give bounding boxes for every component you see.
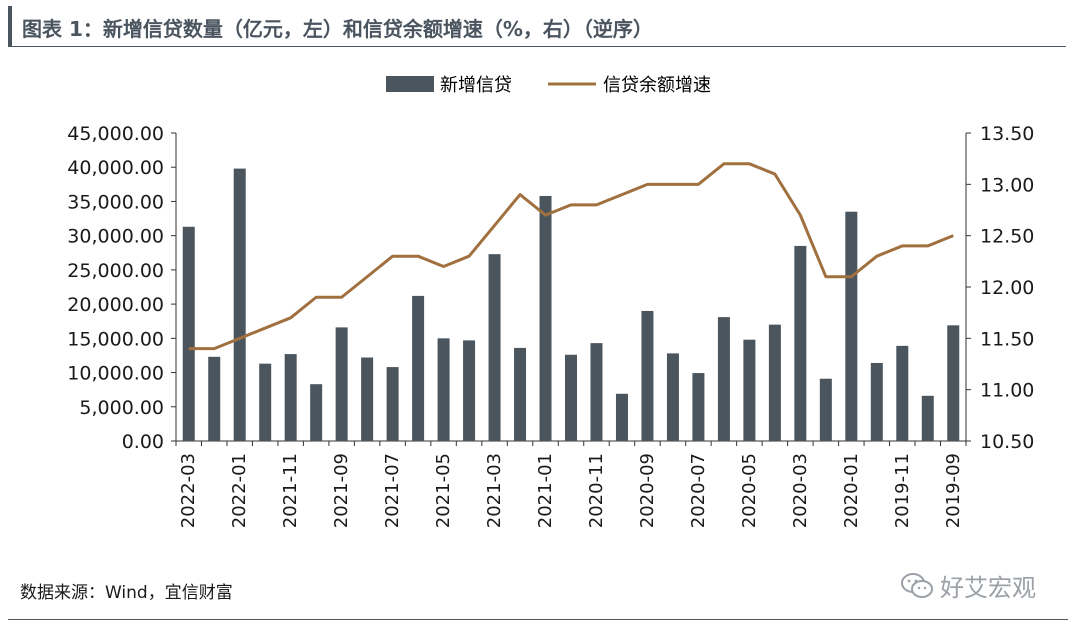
x-tick-label: 2021-05 [433,453,454,528]
bar [284,354,297,441]
legend-line-label: 信贷余额增速 [603,75,711,96]
bar [208,356,221,441]
x-tick-label: 2020-11 [586,453,607,528]
bar [590,343,603,441]
bar [412,295,425,441]
x-tick-label: 2020-01 [841,453,862,528]
y-left-tick-label: 0.00 [122,431,164,453]
title-bar: 图表 1：新增信贷数量（亿元，左）和信贷余额增速（%，右）（逆序） [8,6,1066,47]
bar [870,362,883,441]
bar [335,327,348,441]
y-right-tick-label: 11.50 [980,328,1034,350]
watermark: 好艾宏观 [900,568,1036,603]
legend-bar-swatch [386,76,434,92]
legend-bar-label: 新增信贷 [440,75,512,96]
bar [259,363,272,441]
x-tick-label: 2020-05 [739,453,760,528]
bar [310,384,323,441]
y-left-tick-label: 10,000.00 [67,363,164,385]
y-right-tick-label: 12.00 [980,277,1034,299]
bar [666,353,679,441]
y-left-tick-label: 15,000.00 [67,328,164,350]
y-right-tick-label: 12.50 [980,226,1034,248]
wechat-icon [901,572,933,598]
y-left-tick-label: 5,000.00 [79,397,164,419]
x-tick-label: 2019-09 [943,453,964,528]
bar [845,211,858,441]
bar [947,325,960,441]
chart-axes: 0.00 5,000.00 10,000.00 15,000.00 20,000.00 2… [67,123,1034,528]
y-right-tick-label: 13.50 [980,123,1034,145]
chart-title: 图表 1：新增信贷数量（亿元，左）和信贷余额增速（%，右）（逆序） [22,17,653,41]
series-line [188,162,954,351]
bar [539,195,552,441]
chart-legend: 新增信贷 信贷余额增速 [386,75,711,96]
line-series [188,162,954,351]
bar [463,340,476,441]
x-tick-label: 2021-11 [280,453,301,528]
x-tick-label: 2021-07 [382,453,403,528]
bar [361,357,374,441]
bar [717,317,730,441]
y-right-tick-label: 10.50 [980,431,1034,453]
bottom-divider [8,619,1068,620]
watermark-text: 好艾宏观 [940,574,1036,602]
bar [896,345,909,441]
y-left-tick-label: 20,000.00 [67,294,164,316]
bar [768,324,781,441]
bar [794,245,807,441]
bar [437,338,450,441]
x-tick-label: 2021-01 [535,453,556,528]
bar-series [182,168,960,441]
y-left-tick-label: 25,000.00 [67,260,164,282]
bar [182,226,195,441]
bar [743,339,756,441]
x-tick-label: 2022-03 [178,453,199,528]
bar [692,373,705,441]
bar [386,367,399,441]
x-tick-label: 2020-09 [637,453,658,528]
bar [233,168,246,441]
y-left-tick-label: 30,000.00 [67,226,164,248]
y-left-tick-label: 45,000.00 [67,123,164,145]
x-tick-label: 2019-11 [892,453,913,528]
y-left-tick-label: 35,000.00 [67,191,164,213]
x-tick-label: 2020-03 [790,453,811,528]
x-tick-label: 2021-03 [484,453,505,528]
y-right-tick-label: 13.00 [980,174,1034,196]
bar [641,310,654,441]
bar [488,254,501,441]
y-left-tick-label: 40,000.00 [67,157,164,179]
bar [565,354,577,441]
x-tick-label: 2022-01 [229,453,250,528]
bar [615,393,628,441]
bar [921,395,934,441]
bar [514,347,527,441]
x-tick-label: 2021-09 [331,453,352,528]
x-tick-label: 2020-07 [688,453,709,528]
y-right-tick-label: 11.00 [980,380,1034,402]
bar [819,378,832,441]
source-note: 数据来源：Wind，宜信财富 [20,583,233,603]
